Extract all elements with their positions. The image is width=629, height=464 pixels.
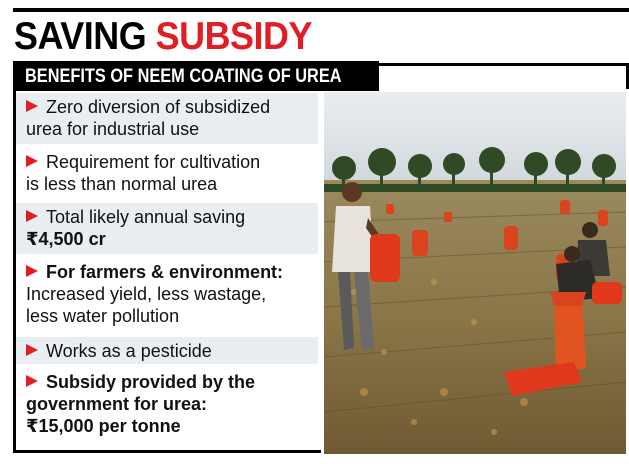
item-line: For farmers & environment:: [46, 262, 284, 282]
item-line: Subsidy provided by the: [46, 372, 256, 392]
item-line: Zero diversion of subsidized: [46, 97, 271, 117]
bullet-arrow-icon: [26, 265, 38, 277]
item-line: Requirement for cultivation: [46, 152, 261, 172]
item-line: Total likely annual saving: [46, 207, 246, 227]
item-line: Increased yield, less wastage,: [26, 284, 267, 304]
subheading: BENEFITS OF NEEM COATING OF UREA: [25, 66, 342, 87]
headline-word-saving: SAVING: [14, 15, 147, 58]
bullet-arrow-icon: [26, 344, 38, 356]
list-item-zero-diversion: Zero diversion of subsidized urea for in…: [16, 93, 318, 147]
list-item-requirement: Requirement for cultivation is less than…: [16, 148, 318, 202]
headline-word-subsidy: SUBSIDY: [155, 15, 313, 58]
benefits-panel: [13, 90, 321, 453]
frame-border: [13, 8, 629, 458]
subheading-bar: BENEFITS OF NEEM COATING OF UREA: [13, 61, 379, 91]
item-line: less water pollution: [26, 306, 180, 326]
bullet-arrow-icon: [26, 210, 38, 222]
bullet-arrow-icon: [26, 155, 38, 167]
item-value: ₹4,500 cr: [26, 229, 106, 249]
photo-frame-rule: [379, 63, 629, 89]
bullet-arrow-icon: [26, 100, 38, 112]
item-line: urea for industrial use: [26, 119, 200, 139]
farm-workers-field-photo: [324, 92, 626, 454]
item-line: Works as a pesticide: [46, 341, 212, 361]
bullet-arrow-icon: [26, 375, 38, 387]
item-line: is less than normal urea: [26, 174, 218, 194]
list-item-subsidy: Subsidy provided by the government for u…: [16, 368, 318, 448]
item-line: government for urea:: [26, 394, 208, 414]
item-value: ₹15,000 per tonne: [26, 416, 181, 436]
list-item-pesticide: Works as a pesticide: [16, 337, 318, 367]
headline: SAVING SUBSIDY: [14, 12, 312, 62]
list-item-annual-saving: Total likely annual saving ₹4,500 cr: [16, 203, 318, 257]
list-item-farmers-environment: For farmers & environment: Increased yie…: [16, 258, 318, 336]
